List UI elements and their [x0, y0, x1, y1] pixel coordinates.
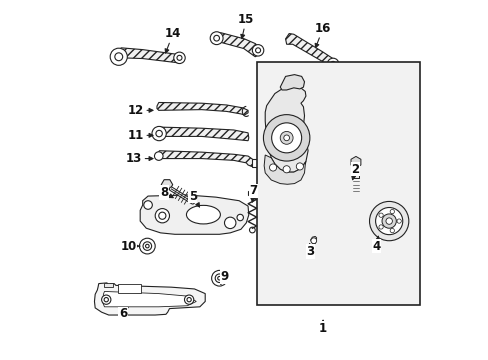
Circle shape	[115, 53, 122, 61]
Bar	[247, 192, 257, 195]
Circle shape	[110, 48, 127, 65]
Circle shape	[211, 270, 227, 286]
Bar	[104, 283, 113, 287]
Polygon shape	[264, 86, 307, 172]
Circle shape	[283, 135, 289, 141]
Circle shape	[217, 276, 221, 280]
Text: 14: 14	[164, 27, 181, 53]
Bar	[118, 284, 141, 293]
Circle shape	[396, 219, 401, 223]
Circle shape	[155, 208, 169, 223]
Circle shape	[296, 163, 303, 170]
Text: 12: 12	[127, 104, 153, 117]
Circle shape	[156, 130, 162, 137]
Circle shape	[310, 238, 316, 244]
Polygon shape	[157, 151, 255, 166]
Text: 11: 11	[127, 129, 153, 142]
Circle shape	[378, 225, 383, 229]
Circle shape	[381, 214, 395, 228]
Circle shape	[152, 126, 166, 141]
Circle shape	[143, 242, 151, 250]
Bar	[257, 62, 419, 305]
Text: 9: 9	[220, 270, 228, 284]
Circle shape	[154, 152, 163, 160]
Circle shape	[177, 55, 182, 60]
Circle shape	[102, 295, 111, 304]
Circle shape	[389, 210, 394, 214]
Polygon shape	[280, 75, 304, 90]
Circle shape	[375, 207, 402, 235]
Circle shape	[215, 274, 224, 283]
Text: 6: 6	[119, 307, 128, 320]
Bar	[353, 161, 358, 178]
Polygon shape	[94, 283, 205, 315]
Circle shape	[224, 217, 235, 229]
Text: 8: 8	[160, 186, 173, 199]
Circle shape	[389, 229, 394, 233]
Circle shape	[385, 218, 391, 224]
Text: 5: 5	[188, 190, 199, 207]
Bar	[251, 159, 259, 167]
Polygon shape	[264, 155, 305, 184]
Ellipse shape	[186, 205, 220, 224]
Circle shape	[249, 227, 255, 233]
Polygon shape	[310, 237, 316, 244]
Circle shape	[378, 213, 383, 217]
Polygon shape	[157, 103, 247, 115]
Circle shape	[369, 202, 408, 241]
Text: 3: 3	[306, 244, 314, 258]
Circle shape	[143, 201, 152, 209]
Circle shape	[159, 212, 165, 219]
Polygon shape	[140, 195, 248, 234]
Circle shape	[104, 297, 108, 302]
Text: 2: 2	[350, 163, 359, 180]
Polygon shape	[285, 33, 335, 68]
Text: 13: 13	[125, 152, 153, 165]
Circle shape	[213, 35, 219, 41]
Circle shape	[139, 238, 155, 254]
Circle shape	[271, 123, 301, 153]
Circle shape	[263, 114, 309, 161]
Circle shape	[145, 244, 149, 248]
Text: 4: 4	[372, 236, 380, 253]
Circle shape	[255, 48, 260, 53]
Circle shape	[186, 297, 191, 302]
Text: 10: 10	[120, 240, 140, 253]
Circle shape	[326, 58, 338, 69]
Text: 1: 1	[318, 320, 326, 335]
Circle shape	[283, 166, 290, 173]
Circle shape	[280, 131, 292, 144]
Circle shape	[269, 164, 276, 171]
Text: 7: 7	[249, 184, 257, 202]
Polygon shape	[103, 292, 196, 307]
Text: 15: 15	[238, 13, 254, 39]
Circle shape	[173, 52, 185, 64]
Circle shape	[330, 62, 335, 66]
Polygon shape	[118, 48, 180, 63]
Circle shape	[210, 32, 223, 45]
Circle shape	[252, 45, 263, 56]
Polygon shape	[214, 33, 259, 57]
Circle shape	[184, 295, 193, 304]
Polygon shape	[157, 127, 248, 141]
Text: 16: 16	[314, 22, 330, 48]
Circle shape	[237, 214, 243, 221]
